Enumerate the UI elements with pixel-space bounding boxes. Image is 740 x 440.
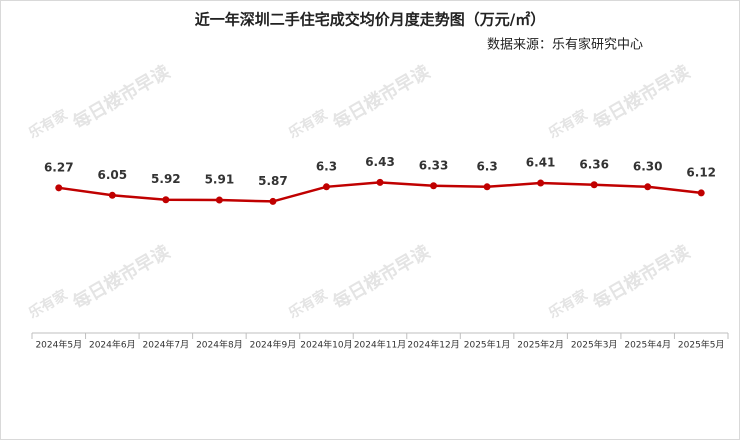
point — [376, 178, 384, 186]
data-label: 6.05 — [98, 168, 128, 182]
data-label: 5.87 — [258, 174, 288, 188]
point — [162, 196, 170, 204]
point — [537, 179, 545, 187]
x-tick-label: 2024年7月 — [143, 339, 190, 351]
data-label: 6.43 — [365, 155, 395, 169]
x-tick-label: 2024年8月 — [196, 339, 243, 351]
point — [55, 184, 63, 192]
data-label: 5.91 — [205, 173, 235, 187]
point — [697, 189, 705, 197]
x-tick-label: 2024年9月 — [250, 339, 297, 351]
point — [269, 197, 277, 205]
point — [430, 182, 438, 190]
x-tick-label: 2024年12月 — [407, 339, 459, 351]
data-label: 6.3 — [316, 159, 337, 173]
point — [483, 183, 491, 191]
x-tick-label: 2024年5月 — [35, 339, 82, 351]
x-tick-label: 2024年11月 — [354, 339, 406, 351]
x-tick-label: 2024年10月 — [300, 339, 352, 351]
data-label: 5.92 — [151, 172, 181, 186]
data-label: 6.41 — [526, 156, 556, 170]
data-label: 6.3 — [476, 159, 497, 173]
point — [215, 196, 223, 204]
x-tick-label: 2024年6月 — [89, 339, 136, 351]
point — [108, 191, 116, 199]
x-tick-label: 2025年2月 — [517, 339, 564, 351]
point — [322, 183, 330, 191]
data-label: 6.33 — [419, 158, 449, 172]
x-tick-label: 2025年1月 — [464, 339, 511, 351]
data-label: 6.30 — [633, 159, 663, 173]
data-label: 6.12 — [686, 165, 716, 179]
x-tick-label: 2025年4月 — [624, 339, 671, 351]
data-label: 6.27 — [44, 160, 74, 174]
chart-title: 近一年深圳二手住宅成交均价月度走势图（万元/㎡） — [195, 11, 545, 29]
point — [590, 181, 598, 189]
chart-subtitle: 数据来源：乐有家研究中心 — [487, 37, 643, 53]
point — [644, 183, 652, 191]
data-label: 6.36 — [579, 157, 609, 171]
x-tick-label: 2025年5月 — [678, 339, 725, 351]
x-tick-label: 2025年3月 — [571, 339, 618, 351]
